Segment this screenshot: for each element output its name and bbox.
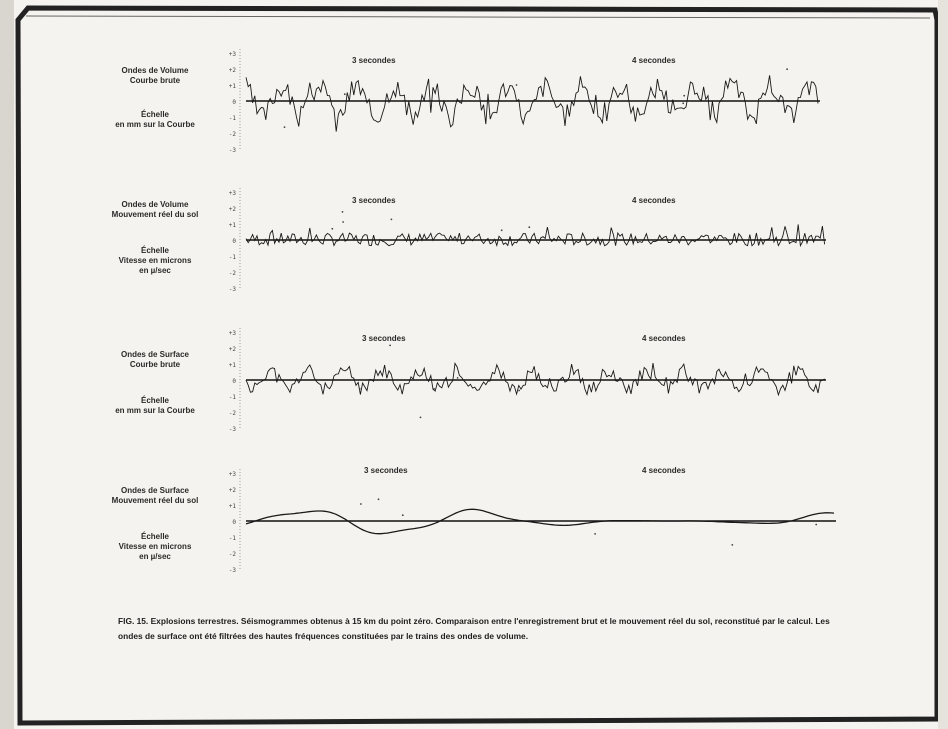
tick-label: +2 — [228, 487, 236, 494]
tick-label: +1 — [228, 503, 236, 510]
panel1-annotation-left: 3 secondes — [352, 56, 396, 65]
panel4-annotation-right: 4 secondes — [642, 466, 686, 475]
tick-label: -2 — [228, 410, 236, 417]
tick-label: -1 — [228, 254, 236, 261]
tick-label: +2 — [228, 346, 236, 353]
label-line: Vitesse en microns — [118, 542, 192, 551]
panel4-seismogram-trace — [245, 508, 835, 535]
label-line: Ondes de Surface — [120, 486, 190, 495]
tick-label: -2 — [228, 131, 236, 138]
scan-speck — [786, 68, 788, 71]
scan-speck — [528, 226, 531, 229]
tick-label: +3 — [228, 330, 236, 337]
panel3-seismogram-trace — [245, 362, 825, 397]
panel2-annotation-left: 3 secondes — [352, 196, 396, 205]
panel2-label-top: Ondes de Volume Mouvement réel du sol — [100, 200, 210, 220]
scan-speck — [515, 84, 518, 86]
panel1-annotation-right: 4 secondes — [632, 56, 676, 65]
label-line: Courbe brute — [129, 76, 181, 85]
scan-speck — [683, 94, 686, 97]
panel4-annotation-left: 3 secondes — [364, 466, 408, 475]
panel4-label-top: Ondes de Surface Mouvement réel du sol — [100, 486, 210, 506]
panel2-annotation-right: 4 secondes — [632, 196, 676, 205]
scan-speck — [342, 221, 344, 223]
tick-label: +3 — [228, 471, 236, 478]
tick-label: +1 — [228, 362, 236, 369]
panel2-seismogram-trace — [245, 224, 826, 248]
label-line: Ondes de Volume — [121, 66, 189, 75]
label-line: Échelle — [140, 246, 169, 255]
tick-label: 0 — [232, 519, 236, 526]
tick-label: -3 — [228, 147, 236, 154]
scan-speck — [360, 503, 362, 505]
tick-label: 0 — [232, 238, 236, 245]
scan-speck — [377, 498, 380, 501]
tick-label: +1 — [228, 222, 236, 229]
panel3-annotation-right: 4 secondes — [642, 334, 686, 343]
scan-speck — [815, 523, 818, 526]
label-line: Courbe brute — [129, 360, 181, 369]
tick-label: -3 — [228, 426, 236, 433]
label-line: Échelle — [140, 110, 169, 119]
label-line: Mouvement réel du sol — [111, 496, 199, 505]
scan-speck — [433, 388, 436, 390]
scan-speck — [389, 344, 391, 347]
panel1-label-top: Ondes de Volume Courbe brute — [100, 66, 210, 86]
label-line: Échelle — [140, 532, 169, 541]
tick-label: +1 — [228, 83, 236, 90]
scan-speck — [500, 229, 503, 232]
tick-label: 0 — [232, 99, 236, 106]
label-line: Vitesse en microns — [118, 256, 192, 265]
scan-speck — [682, 102, 685, 105]
panel3-label-top: Ondes de Surface Courbe brute — [100, 350, 210, 370]
page-border-inner — [25, 15, 931, 19]
tick-label: -1 — [228, 535, 236, 542]
scan-speck — [390, 218, 393, 221]
scan-speck — [331, 227, 334, 230]
scan-speck — [594, 533, 596, 535]
tick-label: -3 — [228, 286, 236, 293]
label-line: en mm sur la Courbe — [115, 120, 195, 129]
label-line: en µ/sec — [139, 552, 171, 561]
scan-speck — [283, 126, 286, 128]
tick-label: 0 — [232, 378, 236, 385]
tick-label: -2 — [228, 270, 236, 277]
label-line: Échelle — [140, 396, 169, 405]
tick-label: -1 — [228, 394, 236, 401]
scan-speck — [358, 388, 361, 390]
tick-label: +2 — [228, 206, 236, 213]
panel1-label-bottom: Échelle en mm sur la Courbe — [100, 110, 210, 130]
figure-caption: FIG. 15. Explosions terrestres. Séismogr… — [118, 616, 830, 641]
scan-speck — [341, 211, 344, 213]
scan-speck — [419, 416, 422, 419]
tick-label: +3 — [228, 51, 236, 58]
scan-speck — [731, 544, 734, 546]
tick-label: -1 — [228, 115, 236, 122]
label-line: Ondes de Surface — [120, 350, 190, 359]
label-line: Mouvement réel du sol — [111, 210, 199, 219]
label-line: Ondes de Volume — [121, 200, 189, 209]
scan-speck — [518, 389, 520, 392]
panel1-seismogram-trace — [245, 75, 819, 132]
page-border — [15, 5, 940, 726]
label-line: en mm sur la Courbe — [115, 406, 195, 415]
panel3-label-bottom: Échelle en mm sur la Courbe — [100, 396, 210, 416]
panel2-label-bottom: Échelle Vitesse en microns en µ/sec — [100, 246, 210, 276]
tick-label: -3 — [228, 567, 236, 574]
panel3-annotation-left: 3 secondes — [362, 334, 406, 343]
scan-speck — [456, 377, 459, 379]
panel4-label-bottom: Échelle Vitesse en microns en µ/sec — [100, 532, 210, 562]
scan-speck — [401, 514, 404, 517]
scan-speck — [343, 93, 346, 96]
label-line: en µ/sec — [139, 266, 171, 275]
tick-label: +2 — [228, 67, 236, 74]
tick-label: +3 — [228, 190, 236, 197]
tick-label: -2 — [228, 551, 236, 558]
